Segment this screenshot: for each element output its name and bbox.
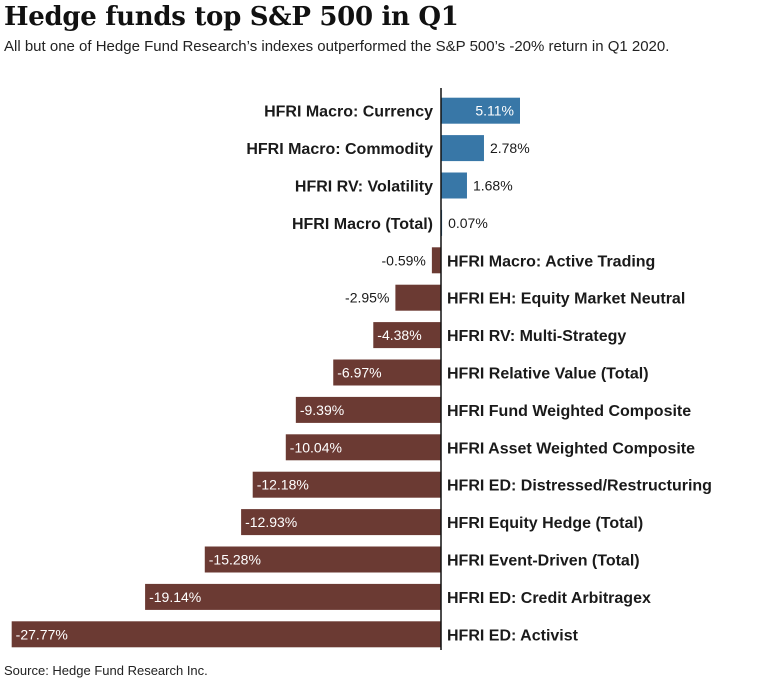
bar-2 [441,172,467,199]
value-label-10: -12.18% [257,477,309,493]
bar-0 [441,97,520,124]
category-label-6: HFRI RV: Multi-Strategy [447,328,626,345]
bar-4 [431,247,441,274]
category-label-3: HFRI Macro (Total) [292,216,433,233]
value-label-3: 0.07% [448,215,488,231]
value-label-13: -19.14% [149,589,201,605]
category-label-5: HFRI EH: Equity Market Neutral [447,291,685,308]
bar-9 [285,434,441,461]
value-label-7: -6.97% [337,365,381,381]
category-label-13: HFRI ED: Credit Arbitragex [447,590,651,607]
category-label-8: HFRI Fund Weighted Composite [447,403,691,420]
value-label-0: 5.11% [475,103,514,119]
bar-13 [145,583,442,610]
bar-10 [252,471,441,498]
source-note: Source: Hedge Fund Research Inc. [4,663,208,678]
category-label-7: HFRI Relative Value (Total) [447,366,649,383]
category-label-12: HFRI Event-Driven (Total) [447,553,640,570]
value-label-9: -10.04% [290,439,342,455]
value-label-6: -4.38% [377,327,421,343]
value-label-14: -27.77% [16,626,68,642]
value-label-12: -15.28% [209,552,261,568]
bar-14 [11,621,442,648]
value-label-8: -9.39% [300,402,344,418]
bar-1 [441,135,484,162]
value-label-11: -12.93% [245,514,297,530]
value-label-5: -2.95% [345,290,389,306]
bar-8 [295,396,441,423]
value-label-2: 1.68% [473,178,513,194]
chart-subtitle: All but one of Hedge Fund Research’s ind… [4,38,670,55]
category-label-0: HFRI Macro: Currency [264,104,433,121]
category-label-4: HFRI Macro: Active Trading [447,253,655,270]
category-label-1: HFRI Macro: Commodity [246,141,433,158]
category-label-11: HFRI Equity Hedge (Total) [447,515,643,532]
bar-12 [204,546,441,573]
bar-11 [241,509,441,536]
category-label-2: HFRI RV: Volatility [295,179,433,196]
bar-6 [373,322,441,349]
category-label-14: HFRI ED: Activist [447,627,579,644]
category-label-9: HFRI Asset Weighted Composite [447,440,695,457]
value-label-1: 2.78% [490,140,530,156]
category-label-10: HFRI ED: Distressed/Restructuring [447,478,712,495]
bar-7 [333,359,441,386]
value-label-4: -0.59% [382,252,426,268]
bar-5 [395,284,441,311]
chart-title: Hedge funds top S&P 500 in Q1 [4,2,459,32]
